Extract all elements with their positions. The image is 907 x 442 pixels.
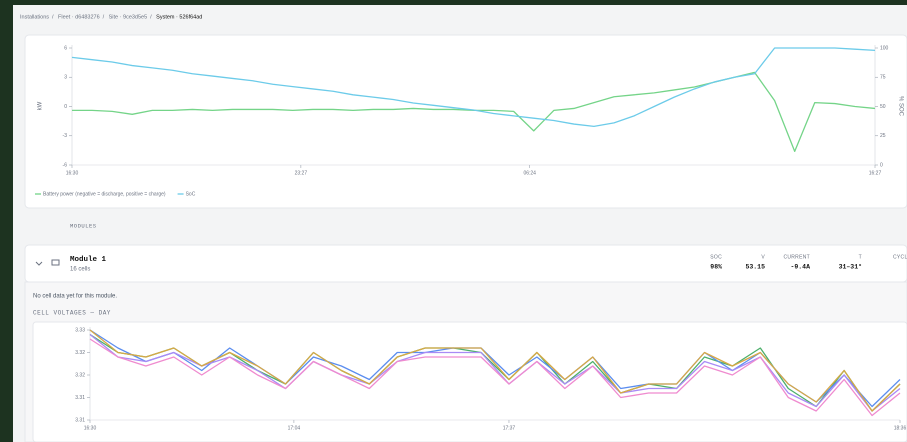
y2-tick-label: 25 xyxy=(880,133,886,139)
legend-label: SoC xyxy=(186,191,196,197)
y-tick-label: 3.32 xyxy=(75,350,85,356)
stat-value: 53.15 xyxy=(745,264,765,271)
x-tick-label: 17:04 xyxy=(288,425,301,431)
y-tick-label: 3.31 xyxy=(75,417,85,423)
series-line xyxy=(89,338,901,417)
battery-icon xyxy=(51,259,60,266)
separator: / xyxy=(150,14,152,20)
section-label: MODULES xyxy=(70,222,97,229)
stat-label: SOC xyxy=(710,254,722,260)
stat-label: T xyxy=(859,254,862,260)
x-tick-label: 16:27 xyxy=(869,170,882,176)
chevron[interactable] xyxy=(35,261,43,266)
legend-label: Battery power (negative = discharge, pos… xyxy=(43,191,166,197)
stat-label: CYCLES xyxy=(893,254,907,260)
x-tick-label: 16:30 xyxy=(66,170,79,176)
stat-label: V xyxy=(761,254,765,260)
series-line xyxy=(71,47,876,128)
module-note: No cell data yet for this module. xyxy=(33,294,117,300)
cell-chart-card xyxy=(32,321,907,442)
y2-tick-label: 100 xyxy=(880,45,889,51)
module-card xyxy=(24,244,907,283)
breadcrumb-item[interactable]: Installations xyxy=(20,14,49,20)
x-tick-label: 18:36 xyxy=(894,425,907,431)
y2-tick-label: 0 xyxy=(880,162,883,168)
y-tick-label: 3.31 xyxy=(75,395,85,401)
y2-tick-label: 50 xyxy=(880,104,886,110)
x-tick-label: 16:30 xyxy=(84,425,97,431)
y-axis-label: kW xyxy=(38,101,44,110)
y-tick-label: 3.32 xyxy=(75,372,85,378)
chart-card xyxy=(24,34,907,209)
breadcrumb-item[interactable]: Fleet · d6483276 xyxy=(58,14,100,20)
y2-tick-label: 75 xyxy=(880,75,886,81)
breadcrumb-item: System · 526f64ad xyxy=(156,14,202,20)
separator: / xyxy=(52,14,54,20)
y-tick-label: -3 xyxy=(63,133,68,139)
stat-value: 98% xyxy=(710,264,722,271)
y-tick-label: 0 xyxy=(64,104,67,110)
y-tick-label: 3.33 xyxy=(75,327,85,333)
module-name: Module 1 xyxy=(70,256,107,264)
y2-axis-label: % SOC xyxy=(897,96,903,117)
x-tick-label: 06:24 xyxy=(523,170,536,176)
y-tick-label: 3 xyxy=(64,75,67,81)
x-tick-label: 17:37 xyxy=(503,425,516,431)
breadcrumb-item[interactable]: Site · 9ce3d5e5 xyxy=(109,14,148,20)
stat-value: 31–31° xyxy=(839,263,862,271)
x-tick-label: 23:27 xyxy=(295,170,308,176)
chart-title: CELL VOLTAGES — DAY xyxy=(33,310,111,317)
series-line xyxy=(89,329,901,412)
separator: / xyxy=(103,14,105,20)
stat-value: -9.4A xyxy=(790,264,810,271)
y-tick-label: -6 xyxy=(63,162,68,168)
stat-label: CURRENT xyxy=(783,254,810,260)
y-tick-label: 6 xyxy=(64,45,67,51)
module-cells: 16 cells xyxy=(70,267,90,273)
